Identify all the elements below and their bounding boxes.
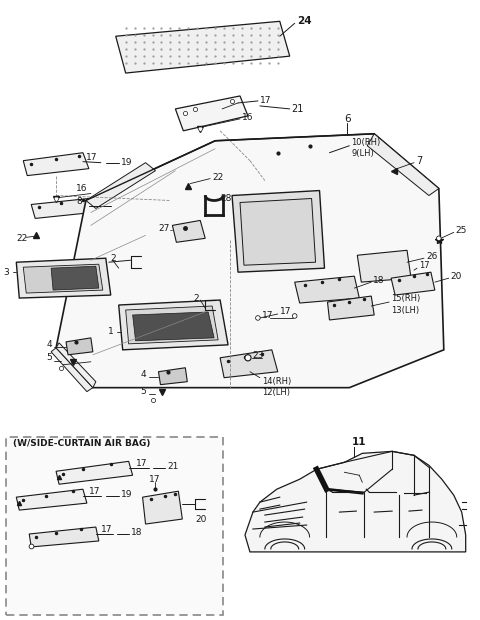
Polygon shape bbox=[16, 489, 87, 510]
Text: 11: 11 bbox=[351, 437, 366, 448]
Polygon shape bbox=[143, 491, 182, 524]
Circle shape bbox=[257, 317, 259, 319]
Text: 18: 18 bbox=[373, 276, 385, 285]
Polygon shape bbox=[158, 368, 187, 384]
Circle shape bbox=[245, 355, 251, 361]
Text: 19: 19 bbox=[120, 490, 132, 498]
Text: 9(LH): 9(LH) bbox=[351, 149, 374, 158]
Text: 23: 23 bbox=[252, 352, 264, 360]
Text: 16: 16 bbox=[76, 184, 87, 193]
Polygon shape bbox=[172, 220, 205, 242]
Text: 15(RH): 15(RH) bbox=[391, 293, 420, 303]
Circle shape bbox=[293, 315, 296, 317]
Text: 21: 21 bbox=[292, 104, 304, 114]
Polygon shape bbox=[240, 198, 315, 265]
Text: (W/SIDE-CURTAIN AIR BAG): (W/SIDE-CURTAIN AIR BAG) bbox=[13, 439, 151, 448]
Text: 18: 18 bbox=[131, 528, 142, 536]
Text: 6: 6 bbox=[344, 114, 351, 124]
Text: 17: 17 bbox=[148, 475, 160, 484]
Text: 16: 16 bbox=[242, 113, 253, 122]
Polygon shape bbox=[16, 259, 111, 298]
Text: 17: 17 bbox=[260, 97, 271, 105]
Polygon shape bbox=[23, 153, 89, 175]
Polygon shape bbox=[327, 296, 374, 320]
Polygon shape bbox=[220, 350, 278, 378]
Text: 24: 24 bbox=[297, 16, 312, 26]
Polygon shape bbox=[56, 343, 96, 388]
Text: 19: 19 bbox=[120, 158, 132, 167]
Polygon shape bbox=[23, 264, 103, 293]
Polygon shape bbox=[367, 134, 439, 195]
Text: 7: 7 bbox=[416, 156, 422, 166]
Text: 17: 17 bbox=[86, 153, 97, 162]
Circle shape bbox=[246, 356, 250, 360]
Text: 25: 25 bbox=[456, 226, 467, 235]
Polygon shape bbox=[86, 162, 156, 208]
Polygon shape bbox=[391, 272, 435, 295]
Circle shape bbox=[438, 237, 440, 239]
Polygon shape bbox=[175, 96, 248, 131]
Polygon shape bbox=[295, 276, 360, 303]
Text: 2: 2 bbox=[193, 293, 199, 303]
Text: 21: 21 bbox=[168, 462, 179, 471]
Text: 17: 17 bbox=[280, 308, 291, 316]
Polygon shape bbox=[116, 21, 290, 73]
Polygon shape bbox=[268, 141, 329, 172]
Text: 17: 17 bbox=[419, 260, 430, 270]
Polygon shape bbox=[232, 190, 324, 272]
Polygon shape bbox=[31, 198, 93, 218]
Polygon shape bbox=[51, 348, 93, 392]
Text: 28: 28 bbox=[220, 194, 231, 203]
Text: 20: 20 bbox=[195, 515, 206, 523]
Text: 17: 17 bbox=[89, 487, 100, 495]
Text: 26: 26 bbox=[426, 252, 437, 261]
Text: 27: 27 bbox=[158, 224, 170, 233]
Text: 5: 5 bbox=[141, 387, 146, 396]
Text: 5: 5 bbox=[46, 353, 52, 362]
Polygon shape bbox=[357, 250, 411, 282]
Text: 8: 8 bbox=[76, 197, 82, 206]
Polygon shape bbox=[126, 306, 218, 344]
Polygon shape bbox=[56, 461, 132, 484]
Polygon shape bbox=[132, 312, 214, 341]
Polygon shape bbox=[29, 527, 99, 547]
Text: 22: 22 bbox=[16, 234, 27, 243]
Text: 3: 3 bbox=[3, 268, 9, 277]
Text: 14(RH): 14(RH) bbox=[262, 377, 291, 386]
Text: 17: 17 bbox=[262, 311, 274, 321]
Circle shape bbox=[256, 316, 260, 320]
Polygon shape bbox=[51, 266, 99, 290]
Polygon shape bbox=[66, 338, 93, 355]
Text: 4: 4 bbox=[46, 340, 52, 349]
Text: 13(LH): 13(LH) bbox=[391, 306, 419, 314]
Text: 4: 4 bbox=[141, 370, 146, 379]
Text: 10(RH): 10(RH) bbox=[351, 138, 381, 148]
Circle shape bbox=[437, 236, 441, 241]
Text: 17: 17 bbox=[101, 525, 112, 534]
Text: 22: 22 bbox=[212, 173, 223, 182]
Text: 20: 20 bbox=[451, 272, 462, 281]
Text: 12(LH): 12(LH) bbox=[262, 388, 290, 397]
Text: 17: 17 bbox=[136, 459, 147, 468]
Circle shape bbox=[293, 314, 297, 318]
Text: 1: 1 bbox=[108, 327, 113, 337]
Polygon shape bbox=[245, 451, 466, 552]
FancyBboxPatch shape bbox=[6, 438, 223, 614]
Polygon shape bbox=[119, 300, 228, 350]
Polygon shape bbox=[56, 134, 444, 388]
Text: 2: 2 bbox=[111, 254, 116, 263]
